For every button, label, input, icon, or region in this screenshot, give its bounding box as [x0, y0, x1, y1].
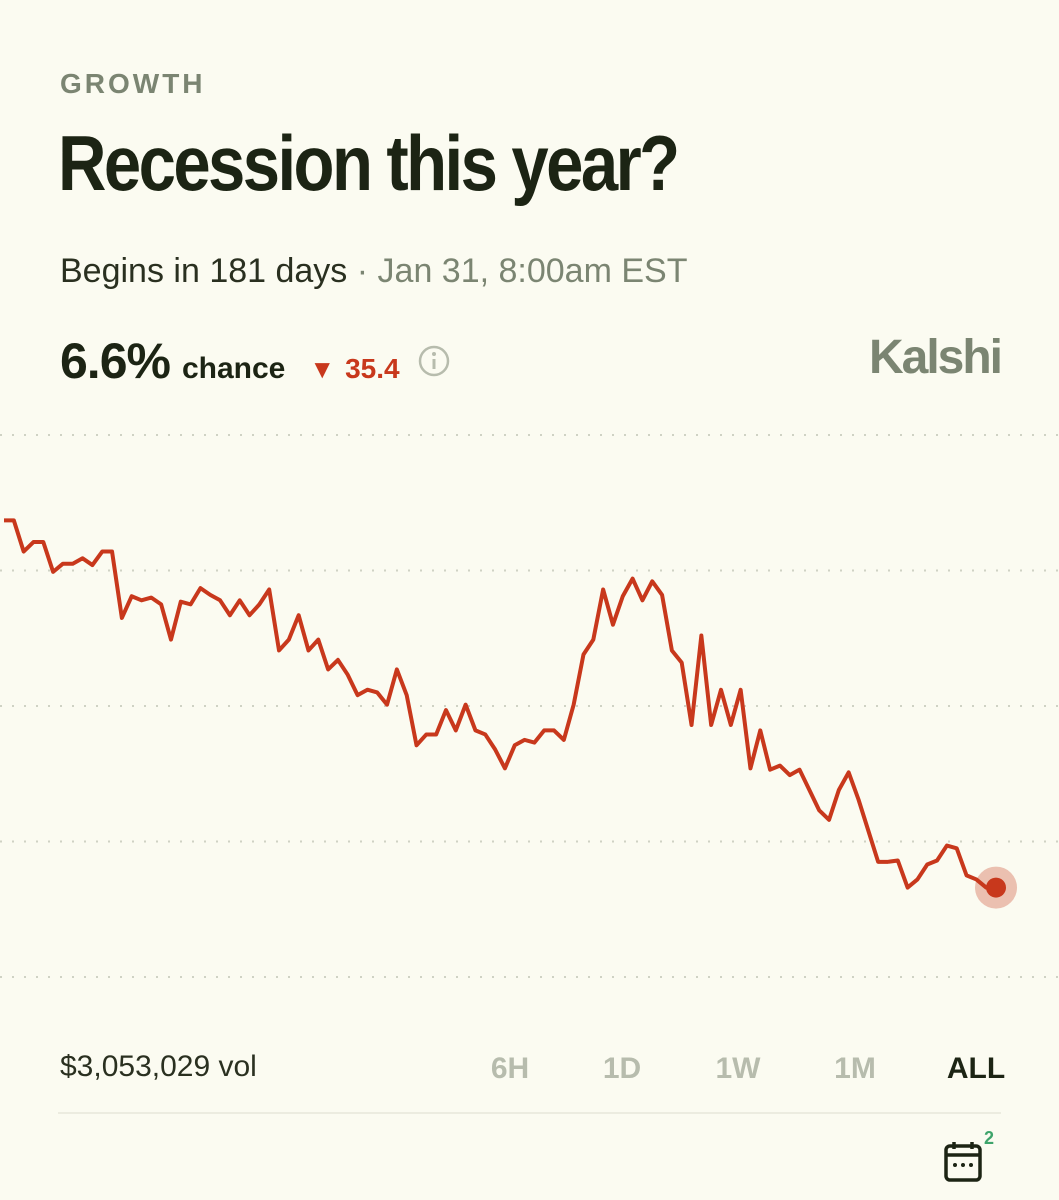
divider — [58, 1112, 1001, 1114]
chart — [0, 434, 1059, 978]
chance-value: 6.6% — [60, 333, 171, 389]
category: GROWTH — [60, 68, 206, 99]
line — [4, 518, 996, 890]
brand: Kalshi — [868, 331, 1003, 384]
range-button[interactable]: 1M — [834, 1052, 876, 1085]
info-icon[interactable] — [416, 343, 452, 379]
badge: 2 — [984, 1128, 995, 1148]
subtitle: Begins in 181 days · Jan 31, 8:00am EST — [60, 252, 688, 290]
stats: 6.6% chance ▼ 35.4 — [60, 332, 452, 390]
date: Jan 31, 8:00am EST — [377, 252, 688, 290]
last-point — [986, 877, 1006, 898]
calendar-icon[interactable] — [942, 1140, 984, 1184]
range-button[interactable]: 1W — [715, 1052, 761, 1085]
down-icon: ▼ — [309, 354, 336, 384]
range-button[interactable]: ALL — [946, 1052, 1006, 1085]
range-button[interactable]: 6H — [490, 1052, 530, 1085]
change: 35.4 — [345, 353, 400, 384]
volume: $3,053,029 vol — [60, 1050, 257, 1083]
begins: Begins in 181 days — [60, 252, 348, 290]
range-button[interactable]: 1D — [602, 1052, 642, 1085]
title: Recession this year? — [58, 119, 680, 207]
chance-label: chance — [181, 352, 286, 385]
